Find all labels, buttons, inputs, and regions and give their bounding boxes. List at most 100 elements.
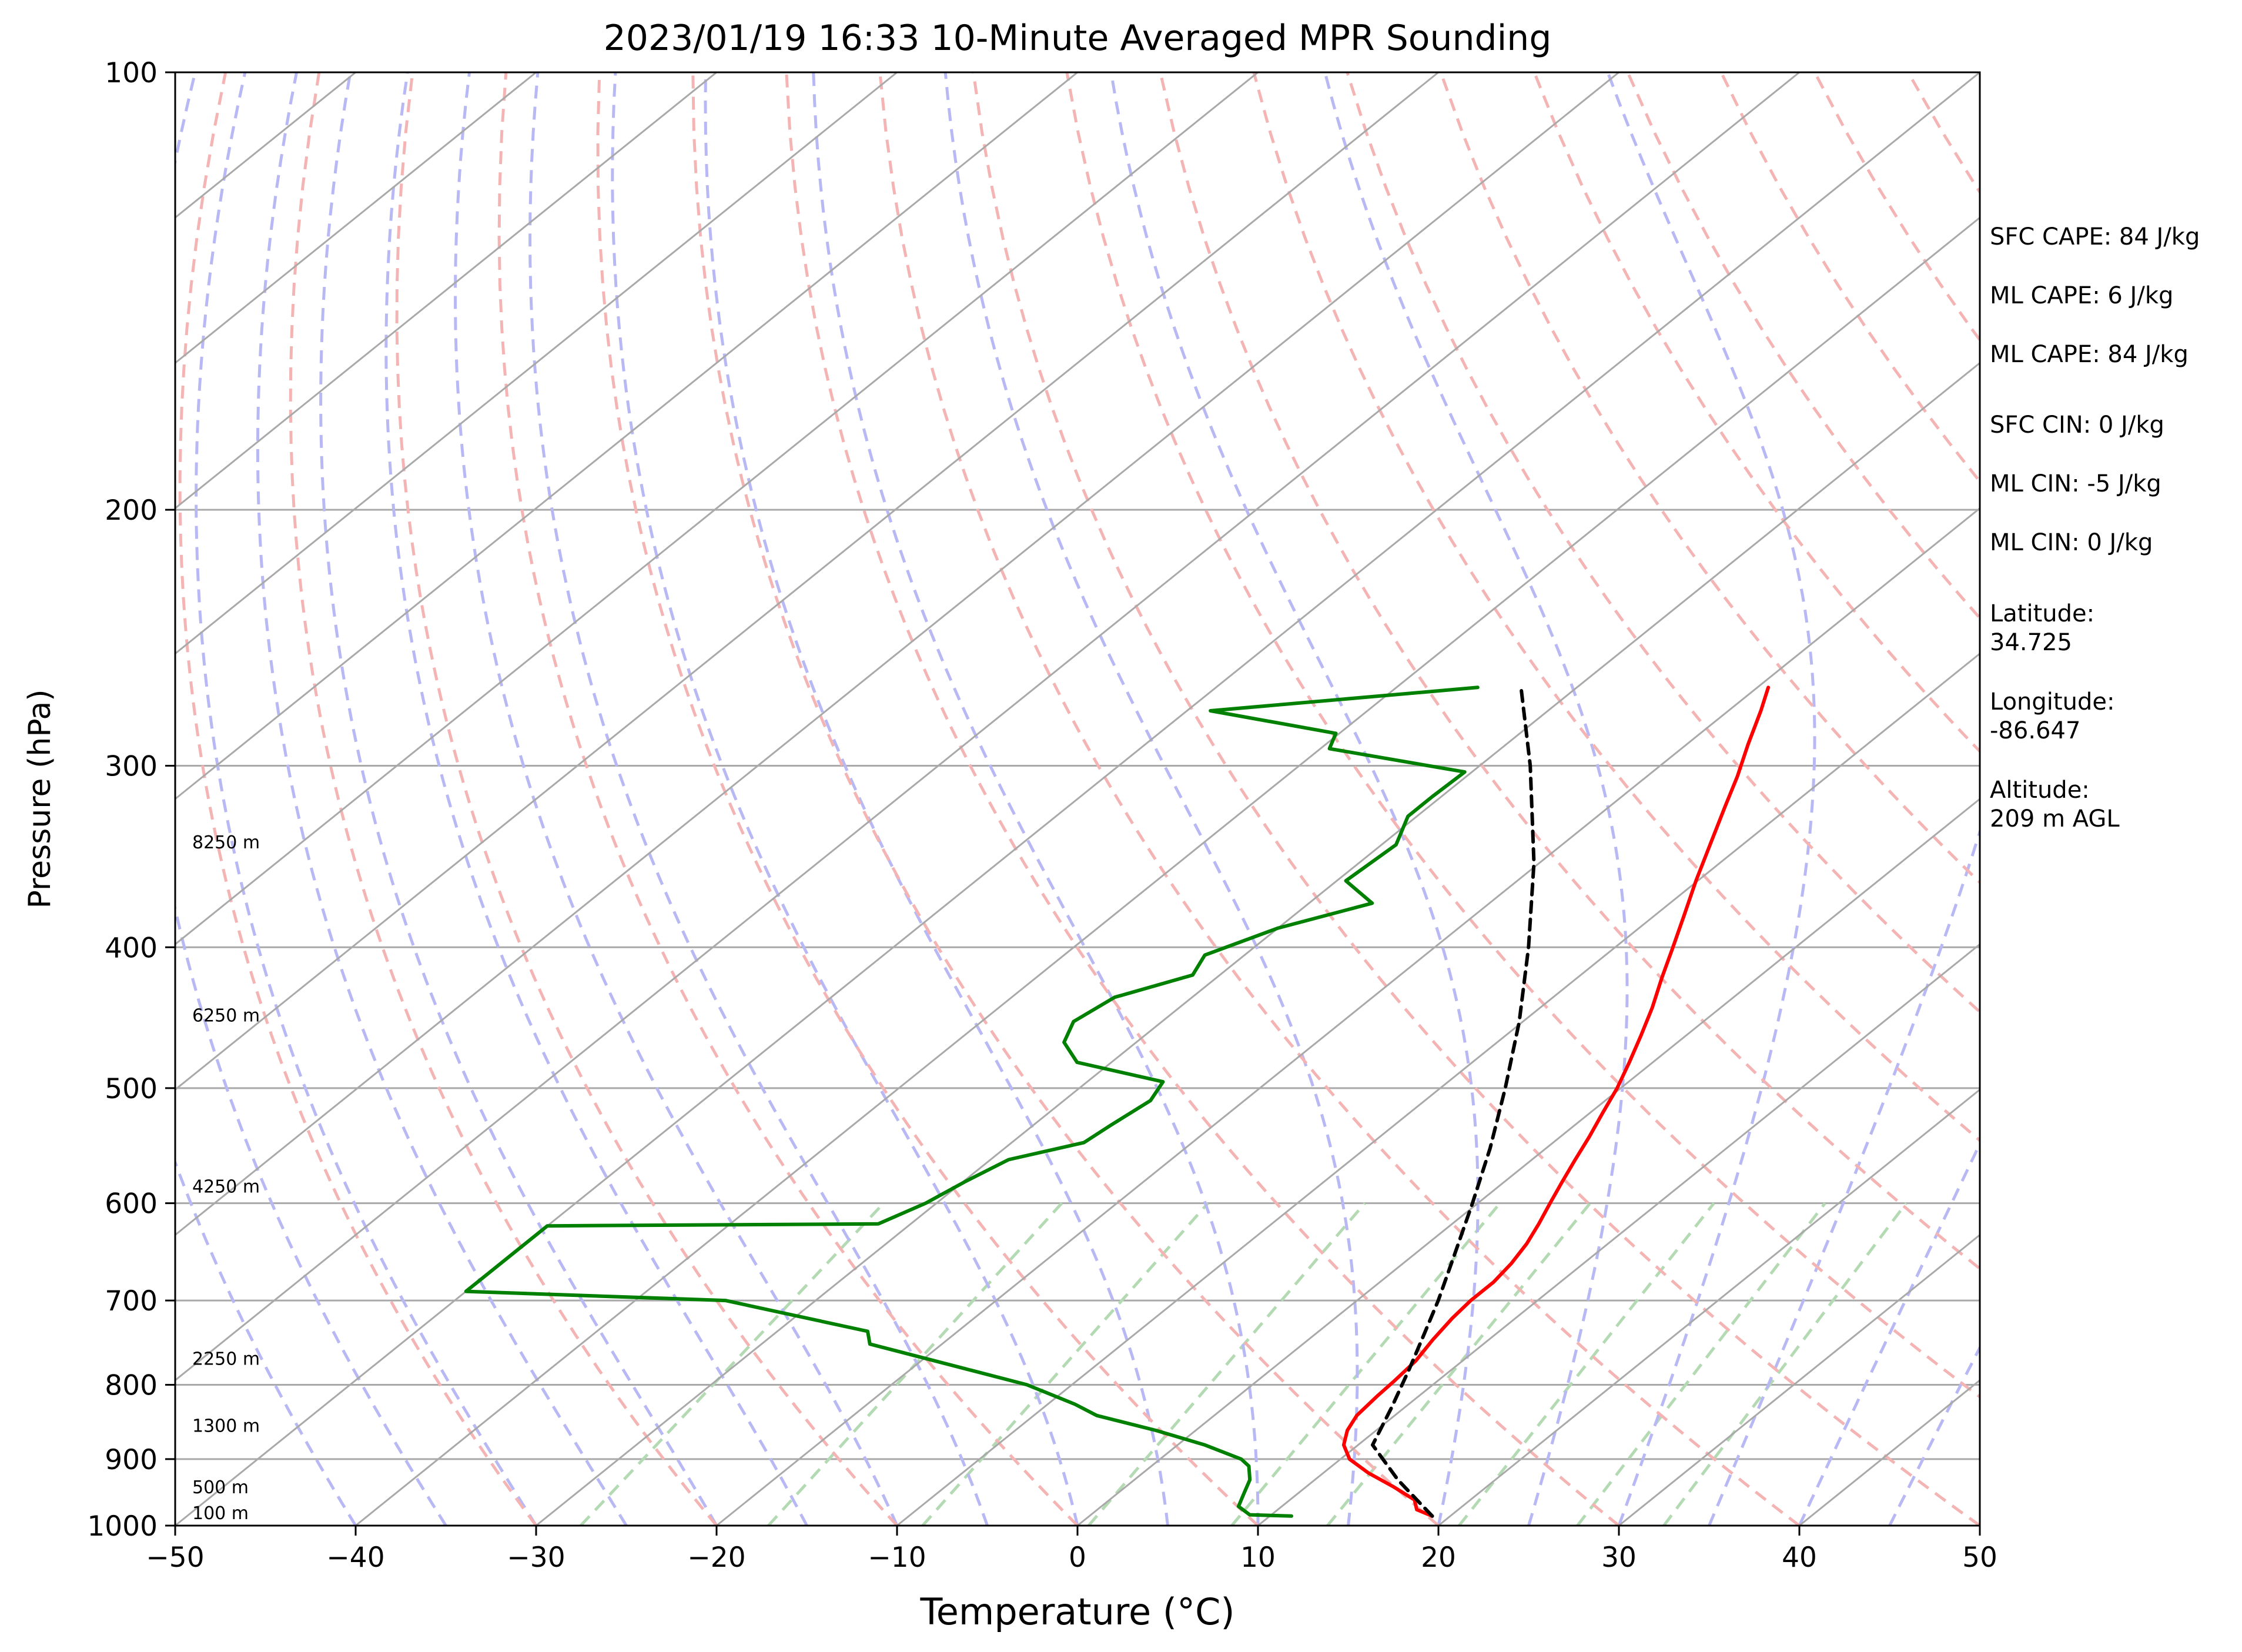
isotherm-line — [536, 362, 1980, 1526]
dry-adiabat-line — [289, 72, 718, 1526]
y-tick-label: 400 — [105, 932, 158, 964]
dry-adiabat-line — [596, 72, 1259, 1526]
ml-cape-text: ML CAPE: 6 J/kg — [1990, 282, 2173, 309]
dry-adiabat-line — [1346, 72, 1980, 1014]
dry-adiabat-line — [972, 72, 1980, 1526]
height-label: 500 m — [192, 1477, 249, 1498]
moist-adiabat-line — [175, 72, 447, 1526]
mixing-ratio-line — [1662, 1202, 1908, 1526]
isotherm-line — [1077, 798, 1980, 1526]
mixing-ratio-line — [1576, 1202, 1826, 1526]
y-tick-label: 700 — [105, 1285, 158, 1317]
dry-adiabat-line — [785, 72, 1620, 1526]
y-tick-label: 800 — [105, 1369, 158, 1402]
isotherm-line — [175, 72, 1259, 946]
height-label: 4250 m — [192, 1177, 260, 1198]
x-tick-label: 40 — [1782, 1541, 1817, 1574]
height-labels: 100 m 500 m 1300 m 2250 m 4250 m 6250 m 8250 m — [192, 832, 260, 1524]
x-tick-label: 30 — [1601, 1541, 1637, 1574]
isotherm-line — [896, 652, 1980, 1526]
x-tick-label: −50 — [146, 1541, 204, 1574]
dry-adiabat-line — [1065, 72, 1980, 1399]
moist-adiabat-line — [1708, 72, 1980, 1526]
mixing-ratio-lines — [579, 1202, 1908, 1526]
x-tick-label: −30 — [507, 1541, 565, 1574]
isotherm-line — [175, 72, 898, 655]
x-tick-label: −40 — [326, 1541, 384, 1574]
moist-adiabat-line — [319, 72, 718, 1526]
isotherm-line — [355, 216, 1980, 1526]
isotherm-line — [175, 72, 1439, 1091]
y-axis-label: Pressure (hPa) — [22, 690, 58, 909]
moist-adiabat-line — [528, 72, 989, 1526]
y-tick-label: 600 — [105, 1188, 158, 1220]
dry-adiabat-line — [878, 72, 1801, 1526]
isotherm-line — [175, 72, 717, 510]
isotherm-line — [175, 72, 1800, 1382]
moist-adiabat-line — [1888, 1345, 1980, 1526]
y-tick-label: 100 — [105, 57, 158, 89]
plot-area — [175, 72, 1980, 1526]
altitude-label: Altitude: — [1990, 777, 2090, 804]
moist-adiabat-line — [611, 72, 1079, 1526]
y-tick-label: 300 — [105, 750, 158, 782]
dry-adiabat-line — [395, 72, 898, 1526]
isotherm-line — [1257, 943, 1980, 1526]
mixing-ratio-line — [1326, 1202, 1592, 1526]
sfc-cin-text: SFC CIN: 0 J/kg — [1990, 412, 2164, 439]
moist-adiabat-line — [704, 72, 1169, 1526]
x-axis-ticks: −50 −40 −30 −20 −10 0 10 20 30 40 50 — [146, 1526, 1997, 1574]
moist-adiabat-line — [1798, 1140, 1980, 1526]
temperature-profile — [1341, 685, 1771, 1518]
y-tick-label: 200 — [105, 494, 158, 527]
latitude-value: 34.725 — [1990, 629, 2072, 656]
isotherms — [175, 72, 1980, 1526]
x-tick-label: 20 — [1421, 1541, 1456, 1574]
height-label: 6250 m — [192, 1006, 260, 1026]
dry-adiabat-line — [1532, 72, 1980, 754]
height-label: 8250 m — [192, 832, 260, 853]
moist-adiabat-line — [195, 72, 538, 1526]
moist-adiabat-line — [384, 72, 808, 1526]
ml-cape-text-2: ML CAPE: 84 J/kg — [1990, 341, 2189, 368]
dry-adiabat-line — [691, 72, 1440, 1526]
sounding-info-panel: SFC CAPE: 84 J/kg ML CAPE: 6 J/kg ML CAP… — [1990, 223, 2200, 832]
mixing-ratio-line — [921, 1202, 1209, 1526]
dry-adiabat-line — [178, 72, 538, 1526]
isotherm-line — [175, 72, 1619, 1236]
isotherm-line — [1438, 1088, 1980, 1526]
x-tick-label: 10 — [1240, 1541, 1276, 1574]
isotherm-line — [1618, 1233, 1980, 1526]
x-tick-label: −20 — [687, 1541, 745, 1574]
isotherm-line — [175, 72, 1078, 800]
ml-cin-text-2: ML CIN: 0 J/kg — [1990, 529, 2153, 556]
y-tick-label: 1000 — [87, 1510, 158, 1543]
longitude-value: -86.647 — [1990, 717, 2080, 744]
y-tick-label: 500 — [105, 1073, 158, 1105]
height-label: 2250 m — [192, 1349, 260, 1369]
isotherm-line — [716, 507, 1980, 1526]
height-label: 100 m — [192, 1503, 249, 1524]
mixing-ratio-line — [1087, 1202, 1366, 1526]
parcel-profile — [1371, 685, 1536, 1518]
longitude-label: Longitude: — [1990, 688, 2114, 715]
mixing-ratio-line — [579, 1202, 885, 1526]
ml-cin-text: ML CIN: -5 J/kg — [1990, 470, 2161, 497]
moist-adiabat-line — [1606, 72, 1816, 1526]
dewpoint-profile — [464, 685, 1480, 1518]
y-tick-label: 900 — [105, 1444, 158, 1476]
mixing-ratio-line — [1458, 1202, 1715, 1526]
mixing-ratio-line — [767, 1202, 1063, 1526]
dry-adiabats — [178, 72, 1980, 1526]
sounding-profiles — [464, 685, 1771, 1518]
dry-adiabat-line — [1439, 72, 1980, 885]
mixing-ratio-line — [1230, 1202, 1501, 1526]
height-label: 1300 m — [192, 1416, 260, 1437]
dry-adiabat-line — [1252, 72, 1980, 1143]
x-tick-label: 0 — [1069, 1541, 1086, 1574]
moist-adiabat-line — [1323, 72, 1629, 1526]
latitude-label: Latitude: — [1990, 600, 2094, 627]
moist-adiabat-line — [454, 72, 899, 1526]
